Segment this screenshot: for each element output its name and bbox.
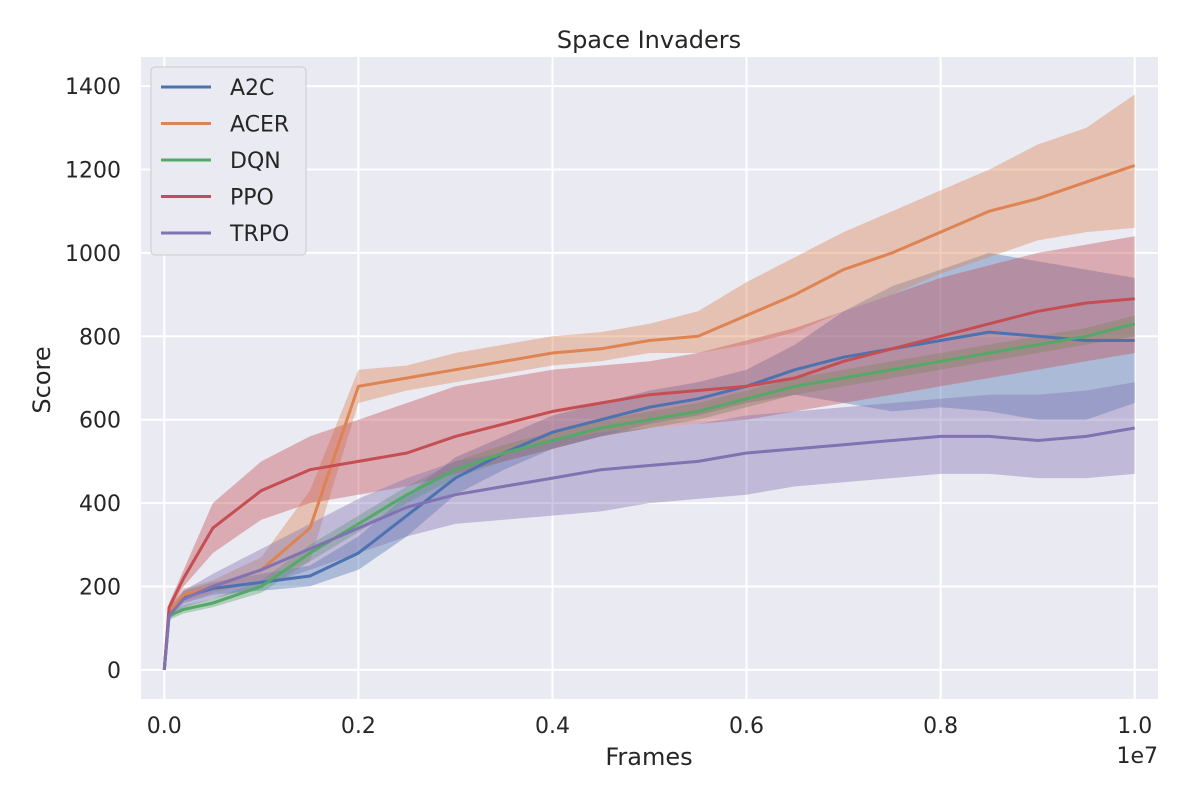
legend: A2C ACER DQN PPO TRPO — [150, 66, 307, 256]
ppo-band — [164, 236, 1135, 670]
series-lines — [162, 163, 1136, 670]
chart-title: Space Invaders — [557, 26, 741, 54]
x-tick-label: 0.6 — [729, 714, 764, 739]
legend-box — [150, 66, 307, 256]
x-axis-title: Frames — [605, 743, 692, 771]
legend-label-dqn: DQN — [230, 149, 281, 174]
trpo-band — [164, 382, 1135, 670]
y-tick-label: 1000 — [65, 242, 121, 267]
y-tick-label: 400 — [79, 492, 121, 517]
legend-label-a2c: A2C — [230, 76, 274, 101]
tick-labels: 0.0 0.2 0.4 0.6 0.8 1.0 0 200 400 600 800 1000 1200 1… — [65, 75, 1152, 739]
plot-area — [141, 57, 1158, 699]
x-tick-label: 0.4 — [535, 714, 570, 739]
x-tick-label: 0.0 — [147, 714, 182, 739]
acer-band — [164, 94, 1135, 670]
y-tick-label: 600 — [79, 409, 121, 434]
dqn-line — [162, 322, 1136, 670]
y-tick-label: 1400 — [65, 75, 121, 100]
x-tick-label: 0.2 — [341, 714, 376, 739]
x-tick-label: 0.8 — [923, 714, 958, 739]
x-axis-scale-note: 1e7 — [1116, 744, 1158, 769]
ppo-line — [162, 297, 1135, 670]
y-tick-label: 800 — [79, 325, 121, 350]
y-tick-label: 200 — [79, 575, 121, 600]
legend-label-acer: ACER — [230, 113, 289, 138]
confidence-bands — [164, 94, 1135, 670]
x-tick-label: 1.0 — [1117, 714, 1152, 739]
legend-label-ppo: PPO — [230, 186, 274, 211]
trpo-line — [162, 426, 1135, 670]
y-axis-title: Score — [28, 346, 56, 413]
legend-label-trpo: TRPO — [229, 222, 289, 247]
dqn-band — [164, 315, 1135, 670]
a2c-line — [162, 330, 1135, 670]
a2c-band — [164, 252, 1135, 670]
y-tick-label: 0 — [107, 659, 121, 684]
y-tick-label: 1200 — [65, 159, 121, 184]
grid — [141, 57, 1158, 699]
